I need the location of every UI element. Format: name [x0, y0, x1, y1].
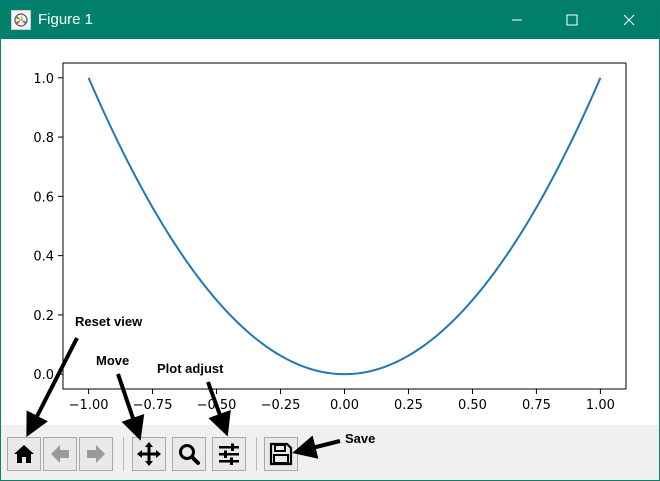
floppy-disk-icon — [269, 442, 293, 466]
window-title: Figure 1 — [38, 11, 94, 28]
zoom-button[interactable] — [172, 437, 206, 471]
y-tick-label: 0.4 — [33, 250, 54, 265]
pan-button[interactable] — [132, 437, 166, 471]
series-line — [87, 77, 602, 376]
x-tick-label: −0.25 — [261, 398, 301, 413]
back-button[interactable] — [43, 437, 77, 471]
y-tick-label: 1.0 — [33, 72, 54, 87]
maximize-icon — [566, 14, 577, 26]
x-tick-label: 0.50 — [458, 398, 487, 413]
sliders-icon — [219, 443, 239, 465]
title-bar[interactable]: Figure 1 — [1, 1, 659, 39]
axes-frame — [62, 62, 627, 390]
forward-button[interactable] — [79, 437, 113, 471]
y-tick-label: 0.2 — [33, 309, 54, 324]
subplots-button[interactable] — [212, 437, 246, 471]
x-tick-label: 1.00 — [586, 398, 615, 413]
x-tick-label: −0.50 — [197, 398, 237, 413]
y-tick-label: 0.0 — [33, 368, 54, 383]
x-tick-label: 0.75 — [522, 398, 551, 413]
home-icon — [14, 445, 34, 463]
x-tick-label: −0.75 — [133, 398, 173, 413]
navigation-toolbar — [1, 425, 659, 480]
toolbar-separator — [256, 437, 257, 471]
y-tick-label: 0.6 — [33, 190, 54, 205]
minimize-icon — [511, 19, 522, 21]
line-chart[interactable]: −1.00 −0.75 −0.50 −0.25 0.00 0.25 0.50 0.75 1.00… — [1, 39, 659, 425]
maximize-button[interactable] — [544, 1, 599, 39]
toolbar-separator — [123, 437, 124, 471]
home-button[interactable] — [7, 437, 41, 471]
magnifier-icon — [179, 444, 200, 465]
matplotlib-figure-icon — [11, 10, 31, 30]
x-tick-label: 0.00 — [330, 398, 359, 413]
plot-area[interactable]: −1.00 −0.75 −0.50 −0.25 0.00 0.25 0.50 0.75 1.00… — [1, 39, 659, 425]
arrow-right-icon — [87, 445, 105, 463]
minimize-button[interactable] — [489, 1, 544, 39]
x-tick-label: −1.00 — [69, 398, 109, 413]
close-icon — [623, 14, 634, 26]
save-button[interactable] — [264, 437, 298, 471]
close-button[interactable] — [601, 1, 656, 39]
x-tick-label: 0.25 — [394, 398, 423, 413]
arrow-left-icon — [51, 445, 69, 463]
y-tick-label: 0.8 — [33, 131, 54, 146]
move-icon — [137, 442, 161, 466]
